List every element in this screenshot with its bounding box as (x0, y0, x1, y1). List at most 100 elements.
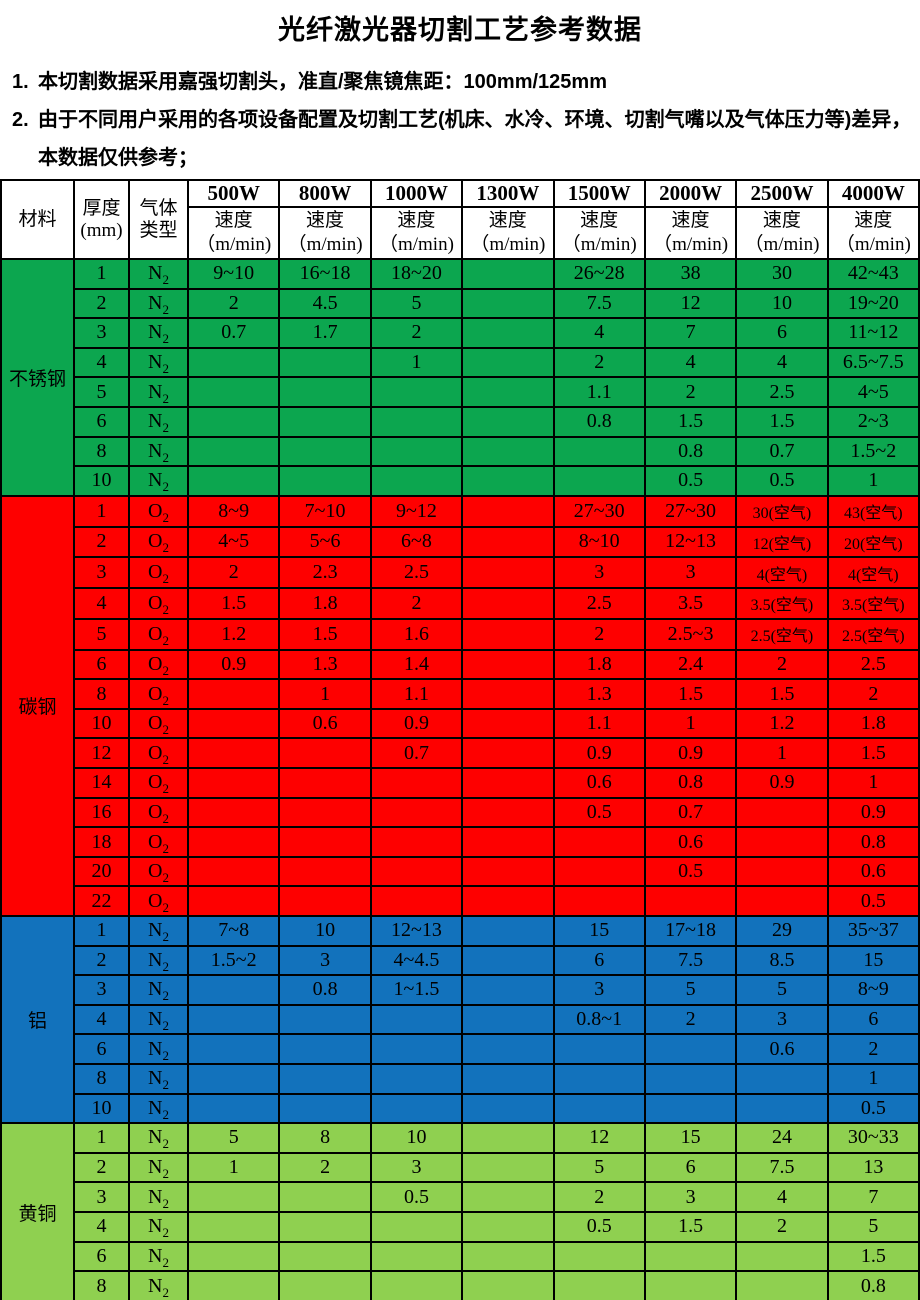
speed-cell: 5 (186, 1122, 281, 1154)
gas-cell: N2 (128, 1240, 189, 1273)
gas-cell: N2 (128, 1210, 189, 1243)
table-row: 2 N2 2 4.5 5 7.5 12 10 19~20 (1, 287, 920, 320)
speed-cell: 0.5 (552, 1210, 646, 1243)
speed-cell (552, 465, 646, 497)
speed-cell: 0.5 (369, 1181, 464, 1213)
speed-unit-header-7: 速度 （m/min) (735, 206, 829, 260)
speed-cell (461, 494, 555, 528)
speed-cell: 1.1 (552, 376, 646, 408)
speed-cell: 2.5(空气) (735, 617, 829, 651)
speed-cell: 3 (552, 974, 646, 1006)
table-row: 10 O2 0.6 0.9 1.1 1 1.2 1.8 (1, 707, 920, 740)
speed-cell (278, 796, 372, 829)
speed-cell (461, 1062, 555, 1095)
speed-cell: 1.7 (278, 317, 372, 349)
speed-cell (186, 346, 281, 379)
thickness-cell: 16 (73, 796, 130, 829)
gas-cell: N2 (128, 346, 189, 379)
speed-cell: 6~8 (369, 525, 464, 559)
speed-cell: 0.5 (643, 855, 738, 888)
speed-cell (278, 465, 372, 497)
speed-cell (461, 1122, 555, 1154)
speed-cell: 12~13 (369, 915, 464, 947)
speed-cell (735, 1062, 829, 1095)
thickness-cell: 6 (73, 1240, 130, 1273)
speed-cell: 1.5~2 (186, 944, 281, 977)
thickness-cell: 8 (73, 678, 130, 710)
speed-cell (461, 767, 555, 799)
speed-cell: 5 (643, 974, 738, 1006)
speed-cell: 1 (643, 707, 738, 740)
speed-unit-header-3: 速度 （m/min) (369, 206, 464, 260)
speed-cell (278, 1033, 372, 1065)
thickness-cell: 4 (73, 587, 130, 620)
thickness-cell: 3 (73, 974, 130, 1006)
speed-cell: 1.5~2 (826, 435, 920, 468)
gas-header: 气体 类型 (128, 179, 189, 260)
speed-cell: 35~37 (826, 915, 920, 947)
thickness-cell: 2 (73, 525, 130, 559)
table-row: 铝 1 N2 7~8 10 12~13 15 17~18 29 35~37 (0, 914, 920, 1125)
speed-cell: 5 (826, 1210, 920, 1243)
speed-cell: 30(空气) (735, 494, 829, 528)
power-column-header-1300w: 1300W (461, 179, 555, 208)
table-row: 12 O2 0.7 0.9 0.9 1 1.5 (1, 737, 920, 770)
gas-cell: N2 (128, 405, 189, 438)
speed-cell: 5 (735, 974, 829, 1006)
speed-cell (643, 1092, 738, 1125)
speed-cell (278, 885, 372, 917)
speed-cell: 9~10 (186, 258, 281, 290)
speed-cell: 0.5 (552, 796, 646, 829)
speed-cell: 1.3 (278, 648, 372, 681)
speed-cell: 1.3 (552, 678, 646, 710)
speed-cell (369, 1240, 464, 1273)
speed-cell (186, 376, 281, 408)
speed-cell: 2 (186, 556, 281, 590)
speed-cell: 0.9 (552, 737, 646, 770)
speed-cell: 18~20 (369, 258, 464, 290)
table-row: 10 N2 0.5 (1, 1092, 920, 1125)
gas-cell: O2 (128, 587, 189, 620)
speed-cell: 2 (552, 1181, 646, 1213)
speed-cell: 1 (826, 767, 920, 799)
speed-cell (186, 1033, 281, 1065)
speed-cell (369, 376, 464, 408)
speed-cell: 1.4 (369, 648, 464, 681)
gas-cell: N2 (128, 1270, 189, 1300)
speed-cell: 0.5 (735, 465, 829, 497)
speed-cell: 1.6 (369, 617, 464, 651)
thickness-cell: 14 (73, 767, 130, 799)
speed-cell: 24 (735, 1122, 829, 1154)
thickness-header-line1: 厚度 (82, 197, 121, 219)
speed-cell: 7~8 (186, 915, 281, 947)
speed-cell: 0.9 (643, 737, 738, 770)
speed-cell (461, 1240, 555, 1273)
speed-cell (186, 1003, 281, 1036)
speed-cell: 2.5 (552, 587, 646, 620)
gas-cell: N2 (128, 465, 189, 497)
power-column-header-1500w: 1500W (552, 179, 646, 208)
speed-cell: 5~6 (278, 525, 372, 559)
speed-cell (186, 1270, 281, 1300)
speed-cell: 2.4 (643, 648, 738, 681)
speed-cell: 3 (369, 1151, 464, 1184)
speed-cell (186, 855, 281, 888)
speed-cell (186, 826, 281, 858)
speed-cell: 15 (552, 915, 646, 947)
thickness-cell: 10 (73, 707, 130, 740)
table-row: 3 N2 0.7 1.7 2 4 7 6 11~12 (1, 317, 920, 349)
speed-cell (278, 376, 372, 408)
speed-cell (369, 1062, 464, 1095)
speed-cell (461, 1181, 555, 1213)
table-body: 不锈钢 1 N2 9~10 16~18 18~20 26~28 38 30 42~43 2 N2 2 4.… (0, 258, 920, 1300)
thickness-cell: 1 (73, 494, 130, 528)
speed-cell (186, 435, 281, 468)
speed-cell (369, 796, 464, 829)
speed-cell (369, 855, 464, 888)
speed-cell (278, 1240, 372, 1273)
speed-cell: 3.5(空气) (735, 587, 829, 620)
speed-cell (552, 1033, 646, 1065)
speed-cell: 1 (826, 465, 920, 497)
speed-cell: 1 (735, 737, 829, 770)
speed-cell: 0.8 (278, 974, 372, 1006)
